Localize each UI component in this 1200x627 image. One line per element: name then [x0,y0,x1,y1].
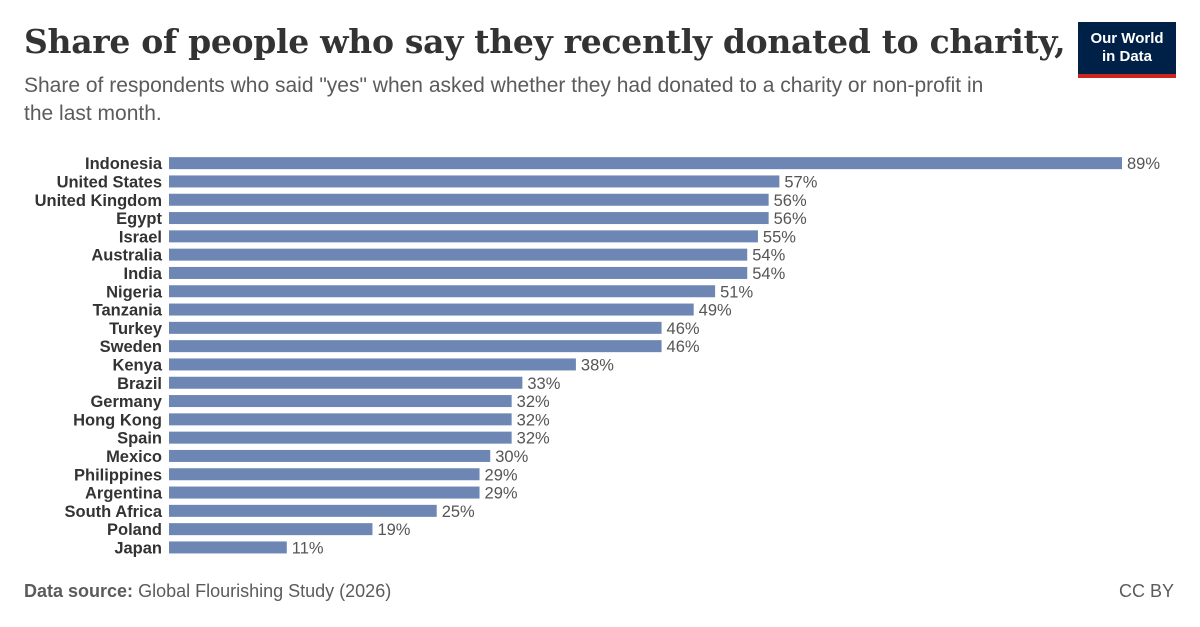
category-label: Hong Kong [73,411,162,429]
value-label: 19% [377,521,410,539]
bar[interactable] [169,303,694,316]
value-label: 25% [442,503,475,521]
value-label: 29% [485,485,518,503]
category-label: Mexico [106,448,162,466]
value-label: 32% [517,393,550,411]
category-label: Spain [117,430,162,448]
value-label: 89% [1127,155,1160,173]
data-source: Data source: Global Flourishing Study (2… [24,581,391,602]
bar[interactable] [169,321,662,334]
category-label: Japan [114,539,162,557]
bar[interactable] [169,395,512,408]
logo-accent-bar [1078,74,1176,78]
category-label: Australia [91,247,162,265]
logo-line-2: in Data [1101,48,1152,65]
category-label: Poland [107,521,162,539]
bar[interactable] [169,541,287,554]
chart-title: Share of people who say they recently do… [24,22,1168,61]
bar[interactable] [169,413,512,426]
bar[interactable] [169,266,748,279]
value-label: 33% [527,375,560,393]
data-source-label: Data source: [24,581,134,601]
owid-logo[interactable]: Our World in Data [1078,22,1176,78]
value-label: 32% [517,411,550,429]
value-label: 11% [292,539,324,557]
value-label: 54% [752,247,785,265]
license[interactable]: CC BY [1118,581,1174,601]
category-label: Egypt [116,210,162,228]
bar[interactable] [169,523,373,536]
bar[interactable] [169,468,480,481]
bar[interactable] [169,193,769,206]
value-label: 56% [774,210,807,228]
value-label: 51% [720,283,753,301]
bar[interactable] [169,230,758,243]
bar[interactable] [169,504,437,517]
bar[interactable] [169,340,662,353]
bar[interactable] [169,376,523,389]
category-label: Brazil [117,375,162,393]
category-label: Germany [90,393,162,411]
value-label: 32% [517,430,550,448]
category-label: Indonesia [85,155,163,173]
data-source-text[interactable]: Global Flourishing Study (2026) [138,581,392,601]
category-label: Nigeria [106,283,163,301]
value-label: 46% [667,338,700,356]
category-label: Turkey [109,320,163,338]
value-label: 55% [763,228,796,246]
value-label: 56% [774,192,807,210]
bar[interactable] [169,431,512,444]
bar[interactable] [169,212,769,225]
bar-chart: Indonesia 89% United States 57% United Kingd… [35,155,1161,557]
category-label: Sweden [100,338,162,356]
category-label: United States [57,173,162,191]
value-label: 29% [485,466,518,484]
bar[interactable] [169,175,780,188]
bar[interactable] [169,285,716,298]
value-label: 46% [667,320,700,338]
value-label: 38% [581,356,614,374]
bar[interactable] [169,449,491,462]
category-label: Israel [119,228,162,246]
bar[interactable] [169,248,748,261]
value-label: 54% [752,265,785,283]
value-label: 57% [784,173,817,191]
chart-subtitle: Share of respondents who said "yes" when… [24,74,984,125]
bar[interactable] [169,358,576,371]
value-label: 49% [699,302,732,320]
bar[interactable] [169,157,1122,170]
category-label: Kenya [112,356,162,374]
category-label: United Kingdom [35,192,162,210]
value-label: 30% [495,448,528,466]
category-label: India [123,265,162,283]
bar[interactable] [169,486,480,499]
category-label: Tanzania [93,302,163,320]
category-label: South Africa [65,503,163,521]
logo-line-1: Our World [1090,30,1164,47]
category-label: Argentina [85,485,163,503]
category-label: Philippines [74,466,162,484]
